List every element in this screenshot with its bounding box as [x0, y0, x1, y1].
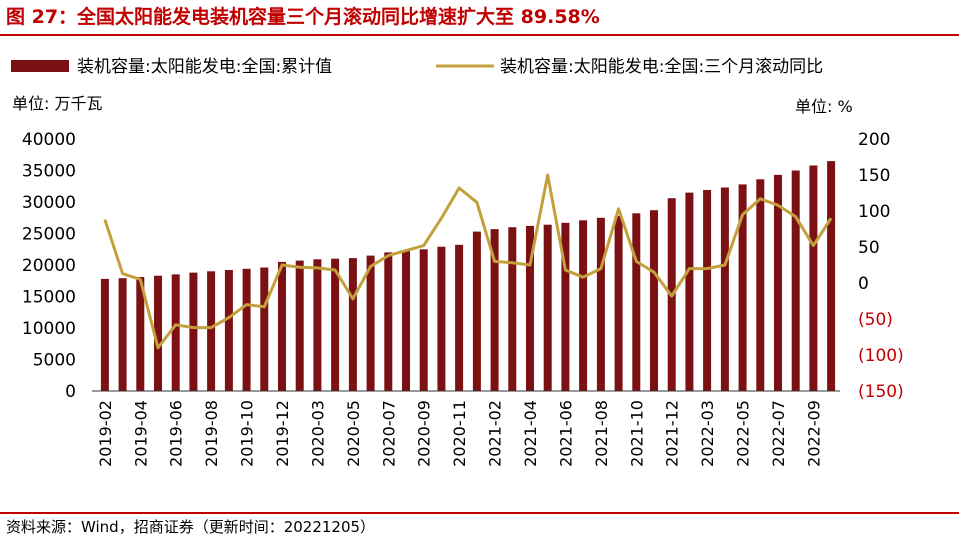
legend: 装机容量:太阳能发电:全国:累计值 装机容量:太阳能发电:全国:三个月滚动同比 — [11, 57, 823, 77]
legend-bar-label: 装机容量:太阳能发电:全国:累计值 — [77, 57, 332, 77]
left-tick-label: 30000 — [22, 193, 76, 213]
bar — [171, 274, 180, 391]
bar — [791, 170, 800, 391]
title-divider — [0, 34, 959, 36]
x-tick-label: 2019-08 — [202, 400, 221, 467]
right-axis: (150) (100) (50) 0 50 100 150 200 — [858, 130, 904, 402]
left-tick-label: 0 — [65, 382, 76, 402]
bar — [774, 174, 782, 391]
x-tick-label: 2019-02 — [96, 400, 115, 467]
bar — [189, 272, 198, 391]
x-axis: 2019-02 2019-04 2019-06 2019-08 2019-10 2019-… — [96, 400, 824, 467]
legend-line-label: 装机容量:太阳能发电:全国:三个月滚动同比 — [500, 57, 823, 77]
bar — [242, 268, 251, 391]
x-tick-label: 2020-09 — [415, 400, 434, 467]
x-tick-label: 2021-04 — [521, 400, 540, 467]
x-tick-label: 2021-10 — [627, 400, 646, 467]
bar — [136, 277, 145, 391]
x-tick-label: 2019-06 — [167, 400, 186, 467]
right-tick-label: 200 — [858, 130, 890, 150]
x-tick-label: 2020-03 — [308, 400, 327, 467]
bar — [809, 165, 818, 391]
x-tick-label: 2021-06 — [556, 400, 575, 467]
right-tick-label: (150) — [858, 382, 904, 402]
bar — [207, 271, 216, 391]
right-tick-label: 50 — [858, 238, 880, 258]
x-tick-label: 2019-12 — [273, 400, 292, 467]
bar — [455, 244, 464, 391]
chart-title: 图 27：全国太阳能发电装机容量三个月滚动同比增速扩大至 89.58% — [6, 6, 600, 28]
legend-bar-swatch — [11, 60, 69, 72]
bar — [543, 224, 552, 391]
left-tick-label: 25000 — [22, 225, 76, 245]
bar — [278, 261, 286, 391]
left-tick-label: 20000 — [22, 256, 76, 276]
right-unit-label: 单位: % — [795, 97, 853, 116]
left-tick-label: 35000 — [22, 162, 76, 182]
x-tick-label: 2019-04 — [131, 400, 150, 467]
bar — [419, 249, 428, 392]
right-tick-label: 150 — [858, 166, 890, 186]
left-tick-label: 15000 — [22, 288, 76, 308]
bar — [100, 278, 109, 391]
x-tick-label: 2022-03 — [698, 400, 717, 467]
source-note: 资料来源：Wind，招商证券（更新时间：20221205） — [6, 518, 376, 536]
x-tick-label: 2021-08 — [592, 400, 611, 467]
bar — [614, 215, 623, 391]
x-tick-label: 2021-02 — [486, 400, 505, 467]
bar — [260, 267, 269, 391]
bar — [508, 227, 517, 391]
bar — [437, 246, 446, 391]
bar — [224, 270, 233, 391]
bar — [632, 213, 641, 391]
left-tick-label: 10000 — [22, 319, 76, 339]
left-tick-label: 40000 — [22, 130, 76, 150]
x-tick-label: 2022-09 — [804, 400, 823, 467]
right-tick-label: (50) — [858, 310, 893, 330]
bar — [402, 250, 410, 391]
bar — [295, 260, 304, 391]
bar — [526, 225, 534, 391]
bar — [650, 210, 658, 391]
bar — [118, 278, 127, 391]
x-tick-label: 2021-12 — [663, 400, 682, 467]
bar — [561, 222, 570, 391]
bar — [313, 259, 322, 391]
bar — [384, 252, 393, 391]
bar — [331, 258, 340, 391]
footer-divider — [0, 512, 959, 514]
x-tick-label: 2020-07 — [379, 400, 398, 467]
right-tick-label: 100 — [858, 202, 890, 222]
bar — [348, 258, 357, 391]
left-tick-label: 5000 — [33, 351, 76, 371]
bar — [703, 190, 712, 391]
right-tick-label: (100) — [858, 346, 904, 366]
bar — [472, 231, 481, 391]
left-axis: 0 5000 10000 15000 20000 25000 30000 35000 40000 — [22, 130, 76, 402]
bar — [579, 220, 588, 391]
x-tick-label: 2020-05 — [344, 400, 363, 467]
bar — [596, 217, 605, 392]
x-tick-label: 2020-11 — [450, 400, 469, 467]
left-unit-label: 单位: 万千瓦 — [12, 94, 102, 113]
x-tick-label: 2019-10 — [238, 400, 257, 467]
right-tick-label: 0 — [858, 274, 869, 294]
bar — [720, 187, 729, 391]
x-tick-label: 2022-07 — [769, 400, 788, 467]
x-tick-label: 2022-05 — [734, 400, 753, 467]
bar — [366, 255, 375, 391]
bar — [756, 179, 765, 391]
bar — [490, 229, 499, 391]
bar — [738, 184, 747, 391]
bar — [685, 192, 694, 391]
line-series — [103, 173, 833, 350]
bar — [154, 275, 162, 391]
bar — [827, 161, 836, 391]
